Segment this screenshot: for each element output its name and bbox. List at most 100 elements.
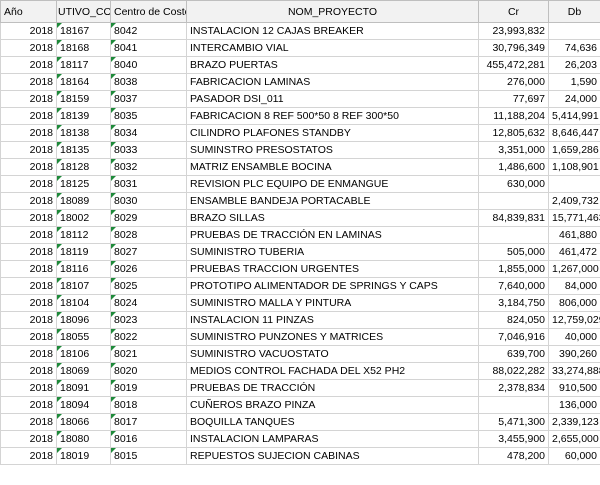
cost-center-cell[interactable]: 8023 bbox=[110, 311, 187, 329]
cost-center-cell[interactable]: 8020 bbox=[110, 362, 187, 380]
cost-center-cell[interactable]: 8024 bbox=[110, 294, 187, 312]
quote-id-cell[interactable]: 18135 bbox=[56, 141, 111, 159]
credit-cell[interactable]: 824,050 bbox=[478, 311, 549, 329]
cost-center-cell[interactable]: 8035 bbox=[110, 107, 187, 125]
debit-cell[interactable]: 12,759,029 bbox=[548, 311, 600, 329]
cost-center-cell[interactable]: 8041 bbox=[110, 39, 187, 57]
year-cell[interactable]: 2018 bbox=[0, 294, 57, 312]
credit-cell[interactable]: 23,993,832 bbox=[478, 22, 549, 40]
project-name-cell[interactable]: FABRICACION LAMINAS bbox=[186, 73, 479, 91]
debit-cell[interactable]: 8,646,447 bbox=[548, 124, 600, 142]
quote-id-cell[interactable]: 18128 bbox=[56, 158, 111, 176]
quote-id-cell[interactable]: 18168 bbox=[56, 39, 111, 57]
credit-cell[interactable]: 84,839,831 bbox=[478, 209, 549, 227]
project-name-cell[interactable]: MEDIOS CONTROL FACHADA DEL X52 PH2 bbox=[186, 362, 479, 380]
year-cell[interactable]: 2018 bbox=[0, 328, 57, 346]
debit-cell[interactable]: 136,000 bbox=[548, 396, 600, 414]
quote-id-cell[interactable]: 18089 bbox=[56, 192, 111, 210]
cost-center-cell[interactable]: 8017 bbox=[110, 413, 187, 431]
project-name-cell[interactable]: REPUESTOS SUJECION CABINAS bbox=[186, 447, 479, 465]
year-cell[interactable]: 2018 bbox=[0, 73, 57, 91]
project-name-cell[interactable]: BRAZO SILLAS bbox=[186, 209, 479, 227]
column-header[interactable]: UTIVO_COTI bbox=[56, 0, 111, 23]
quote-id-cell[interactable]: 18069 bbox=[56, 362, 111, 380]
credit-cell[interactable]: 77,697 bbox=[478, 90, 549, 108]
project-name-cell[interactable]: PROTOTIPO ALIMENTADOR DE SPRINGS Y CAPS bbox=[186, 277, 479, 295]
cost-center-cell[interactable]: 8032 bbox=[110, 158, 187, 176]
cost-center-cell[interactable]: 8016 bbox=[110, 430, 187, 448]
project-name-cell[interactable]: SUMINISTRO PUNZONES Y MATRICES bbox=[186, 328, 479, 346]
credit-cell[interactable]: 7,046,916 bbox=[478, 328, 549, 346]
year-cell[interactable]: 2018 bbox=[0, 141, 57, 159]
quote-id-cell[interactable]: 18119 bbox=[56, 243, 111, 261]
project-name-cell[interactable]: BOQUILLA TANQUES bbox=[186, 413, 479, 431]
credit-cell[interactable]: 505,000 bbox=[478, 243, 549, 261]
cost-center-cell[interactable]: 8031 bbox=[110, 175, 187, 193]
quote-id-cell[interactable]: 18159 bbox=[56, 90, 111, 108]
year-cell[interactable]: 2018 bbox=[0, 90, 57, 108]
cost-center-cell[interactable]: 8033 bbox=[110, 141, 187, 159]
project-name-cell[interactable]: BRAZO PUERTAS bbox=[186, 56, 479, 74]
debit-cell[interactable]: 1,108,901 bbox=[548, 158, 600, 176]
credit-cell[interactable]: 3,455,900 bbox=[478, 430, 549, 448]
cost-center-cell[interactable]: 8015 bbox=[110, 447, 187, 465]
cost-center-cell[interactable]: 8034 bbox=[110, 124, 187, 142]
credit-cell[interactable]: 276,000 bbox=[478, 73, 549, 91]
project-name-cell[interactable]: SUMINISTRO MALLA Y PINTURA bbox=[186, 294, 479, 312]
credit-cell[interactable]: 30,796,349 bbox=[478, 39, 549, 57]
credit-cell[interactable]: 3,351,000 bbox=[478, 141, 549, 159]
debit-cell[interactable]: 806,000 bbox=[548, 294, 600, 312]
debit-cell[interactable]: 1,267,000 bbox=[548, 260, 600, 278]
project-name-cell[interactable]: INSTALACION 11 PINZAS bbox=[186, 311, 479, 329]
year-cell[interactable]: 2018 bbox=[0, 192, 57, 210]
quote-id-cell[interactable]: 18116 bbox=[56, 260, 111, 278]
year-cell[interactable]: 2018 bbox=[0, 379, 57, 397]
year-cell[interactable]: 2018 bbox=[0, 345, 57, 363]
project-name-cell[interactable]: MATRIZ ENSAMBLE BOCINA bbox=[186, 158, 479, 176]
cost-center-cell[interactable]: 8038 bbox=[110, 73, 187, 91]
quote-id-cell[interactable]: 18167 bbox=[56, 22, 111, 40]
quote-id-cell[interactable]: 18096 bbox=[56, 311, 111, 329]
credit-cell[interactable]: 11,188,204 bbox=[478, 107, 549, 125]
quote-id-cell[interactable]: 18117 bbox=[56, 56, 111, 74]
quote-id-cell[interactable]: 18066 bbox=[56, 413, 111, 431]
cost-center-cell[interactable]: 8021 bbox=[110, 345, 187, 363]
quote-id-cell[interactable]: 18107 bbox=[56, 277, 111, 295]
debit-cell[interactable]: 1,590 bbox=[548, 73, 600, 91]
credit-cell[interactable] bbox=[478, 192, 549, 210]
project-name-cell[interactable]: PRUEBAS TRACCION URGENTES bbox=[186, 260, 479, 278]
column-header[interactable]: Cr bbox=[478, 0, 549, 23]
credit-cell[interactable] bbox=[478, 396, 549, 414]
credit-cell[interactable]: 2,378,834 bbox=[478, 379, 549, 397]
year-cell[interactable]: 2018 bbox=[0, 107, 57, 125]
project-name-cell[interactable]: INSTALACION 12 CAJAS BREAKER bbox=[186, 22, 479, 40]
year-cell[interactable]: 2018 bbox=[0, 311, 57, 329]
project-name-cell[interactable]: PRUEBAS DE TRACCIÓN bbox=[186, 379, 479, 397]
debit-cell[interactable]: 2,409,732 bbox=[548, 192, 600, 210]
debit-cell[interactable]: 461,472 bbox=[548, 243, 600, 261]
debit-cell[interactable]: 24,000 bbox=[548, 90, 600, 108]
debit-cell[interactable]: 1,659,286 bbox=[548, 141, 600, 159]
year-cell[interactable]: 2018 bbox=[0, 22, 57, 40]
debit-cell[interactable]: 390,260 bbox=[548, 345, 600, 363]
debit-cell[interactable]: 2,339,123 bbox=[548, 413, 600, 431]
credit-cell[interactable]: 7,640,000 bbox=[478, 277, 549, 295]
year-cell[interactable]: 2018 bbox=[0, 362, 57, 380]
year-cell[interactable]: 2018 bbox=[0, 413, 57, 431]
debit-cell[interactable]: 40,000 bbox=[548, 328, 600, 346]
year-cell[interactable]: 2018 bbox=[0, 39, 57, 57]
quote-id-cell[interactable]: 18112 bbox=[56, 226, 111, 244]
project-name-cell[interactable]: REVISION PLC EQUIPO DE ENMANGUE bbox=[186, 175, 479, 193]
debit-cell[interactable]: 84,000 bbox=[548, 277, 600, 295]
debit-cell[interactable]: 5,414,991 bbox=[548, 107, 600, 125]
column-header[interactable]: NOM_PROYECTO bbox=[186, 0, 479, 23]
project-name-cell[interactable]: INTERCAMBIO VIAL bbox=[186, 39, 479, 57]
year-cell[interactable]: 2018 bbox=[0, 243, 57, 261]
column-header[interactable]: Db bbox=[548, 0, 600, 23]
credit-cell[interactable] bbox=[478, 226, 549, 244]
credit-cell[interactable]: 88,022,282 bbox=[478, 362, 549, 380]
cost-center-cell[interactable]: 8037 bbox=[110, 90, 187, 108]
project-name-cell[interactable]: SUMINISTRO VACUOSTATO bbox=[186, 345, 479, 363]
year-cell[interactable]: 2018 bbox=[0, 56, 57, 74]
cost-center-cell[interactable]: 8030 bbox=[110, 192, 187, 210]
